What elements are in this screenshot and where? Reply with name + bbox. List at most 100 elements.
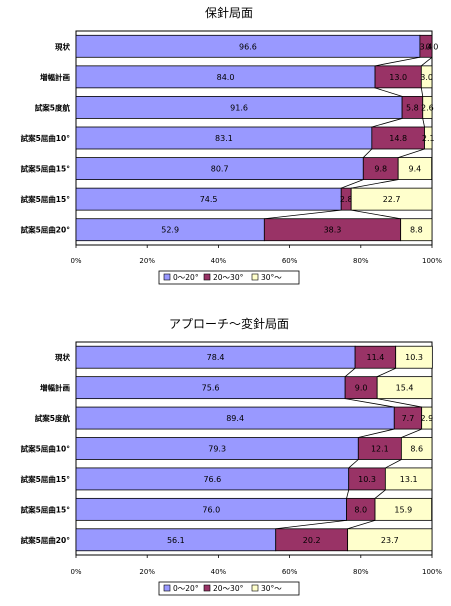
series-line: [358, 428, 395, 438]
category-label: 試案5屈曲20°: [21, 535, 71, 545]
series-line: [371, 118, 403, 128]
bar-segment: [419, 34, 433, 58]
chart-title: アプローチ～変針局面: [169, 316, 289, 331]
data-label: 74.5: [200, 195, 218, 204]
legend-swatch: [203, 273, 211, 281]
category-label: 試案5屈曲10°: [21, 444, 71, 454]
data-label: 8.0: [354, 505, 367, 514]
data-label: 14.8: [389, 134, 407, 143]
series-line: [374, 56, 420, 67]
data-label: 3.0: [420, 73, 433, 82]
legend-label: 0～20°: [173, 273, 199, 282]
bar-segment: [384, 467, 433, 491]
data-label: 15.4: [396, 384, 414, 393]
data-label: 38.3: [324, 226, 342, 235]
data-label: 9.4: [409, 165, 422, 174]
x-tick-label: 80%: [353, 568, 369, 576]
series-line: [351, 179, 399, 189]
category-label: 現状: [55, 352, 70, 362]
bar-segment: [376, 376, 433, 400]
category-label: 試案5度航: [35, 413, 71, 423]
series-line: [344, 367, 356, 377]
series-line: [275, 519, 347, 530]
category-label: 試案5屈曲15°: [21, 504, 71, 514]
bar-segment: [347, 528, 433, 552]
series-line: [374, 87, 403, 97]
series-line: [346, 489, 350, 499]
category-label: 現状: [55, 41, 70, 51]
data-label: 7.7: [402, 414, 415, 423]
data-label: 83.1: [215, 134, 233, 143]
data-label: 89.4: [226, 414, 244, 423]
bar-segment: [424, 126, 433, 150]
data-label: 96.6: [239, 42, 257, 51]
legend-label: 20～30°: [213, 273, 244, 282]
data-label: 13.1: [400, 475, 418, 484]
x-tick-label: 100%: [422, 568, 442, 576]
series-line: [385, 459, 402, 469]
data-label: 11.4: [366, 353, 384, 362]
legend-swatch: [251, 584, 259, 592]
data-label: 20.2: [303, 536, 321, 545]
series-line: [363, 148, 373, 158]
x-tick-label: 40%: [211, 257, 227, 265]
legend-label: 30°～: [261, 584, 282, 593]
bar-segment: [374, 497, 433, 521]
series-line: [421, 56, 433, 67]
bar-segment: [421, 406, 433, 430]
series-line: [341, 179, 364, 189]
data-label: 9.8: [374, 165, 387, 174]
category-label: 増幅計画: [40, 72, 70, 82]
bar-segment: [422, 96, 433, 119]
x-tick-label: 20%: [139, 257, 155, 265]
data-label: 76.0: [202, 505, 220, 514]
legend-swatch: [203, 584, 211, 592]
data-label: 52.9: [161, 226, 179, 235]
category-label: 試案5屈曲15°: [21, 194, 71, 204]
data-label: 10.3: [405, 353, 423, 362]
data-label: 10.3: [358, 475, 376, 484]
legend-box: [158, 581, 300, 596]
category-label: 試案5屈曲20°: [21, 225, 71, 235]
data-label: 84.0: [217, 73, 235, 82]
legend-swatch: [163, 584, 171, 592]
data-label: 76.6: [203, 475, 221, 484]
series-line: [398, 148, 425, 158]
bar-segment: [397, 157, 433, 180]
data-label: 2.6: [421, 103, 434, 112]
series-line: [348, 459, 359, 469]
data-label: 23.7: [381, 536, 399, 545]
legend-box: [158, 270, 300, 285]
series-line: [351, 209, 401, 220]
series-line: [420, 87, 424, 97]
category-label: 試案5屈曲10°: [21, 133, 71, 143]
data-label: 75.6: [202, 384, 220, 393]
data-label: 91.6: [230, 103, 248, 112]
legend-label: 0～20°: [173, 584, 199, 593]
data-label: 79.3: [208, 445, 226, 454]
series-line: [422, 118, 425, 128]
series-line: [377, 398, 422, 408]
x-tick-label: 40%: [211, 568, 227, 576]
data-label: 8.8: [410, 226, 423, 235]
x-tick-label: 100%: [422, 257, 442, 265]
bar-segment: [400, 437, 433, 460]
bar-segment: [395, 345, 433, 369]
chart-approach: アプローチ～変針局面 現状 78.4 11.4 10.3 増幅計画 75.6 9.0 15.4…: [21, 316, 442, 596]
series-line: [377, 367, 396, 378]
data-label: 22.7: [383, 195, 401, 204]
legend-label: 30°～: [261, 273, 282, 282]
series-line: [345, 398, 395, 408]
series-line: [401, 428, 422, 438]
bar-segment: [350, 187, 433, 211]
legend-swatch: [163, 273, 171, 281]
chart-hoshin: 保針局面 現状 96.6 3.40.0 増幅計画 84.0 13.0 3.0 試案5度航 91.…: [21, 5, 442, 285]
category-label: 試案5屈曲15°: [21, 164, 71, 174]
data-label: 8.6: [410, 445, 423, 454]
data-label: 80.7: [211, 165, 229, 174]
bar-segment: [400, 218, 433, 242]
x-tick-label: 60%: [282, 568, 298, 576]
series-line: [264, 209, 342, 220]
data-label: 3.4: [420, 42, 433, 51]
